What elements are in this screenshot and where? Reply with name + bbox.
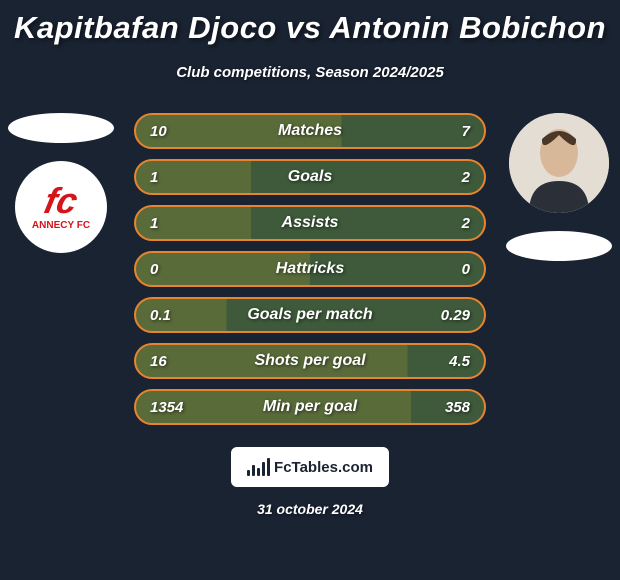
stat-label: Shots per goal: [254, 352, 365, 370]
stat-row: 1354 Min per goal 358: [134, 389, 486, 425]
stat-right-value: 2: [462, 169, 470, 186]
stat-right-value: 4.5: [449, 353, 470, 370]
page-title: Kapitbafan Djoco vs Antonin Bobichon: [0, 0, 620, 46]
stat-row: 16 Shots per goal 4.5: [134, 343, 486, 379]
person-icon: [509, 113, 609, 213]
stat-left-value: 10: [150, 123, 167, 140]
stat-row: 0.1 Goals per match 0.29: [134, 297, 486, 333]
stat-left-value: 0.1: [150, 307, 171, 324]
stat-label: Assists: [282, 214, 339, 232]
comparison-content: fc ANNECY FC 10 Matches 7 1 Goals 2 1 Assists 2 0…: [0, 113, 620, 425]
stat-label: Goals: [288, 168, 332, 186]
left-club-logo: fc ANNECY FC: [15, 161, 107, 253]
stat-right-value: 358: [445, 399, 470, 416]
brand-logo: FcTables.com: [231, 447, 389, 487]
stat-right-value: 0: [462, 261, 470, 278]
stat-row: 0 Hattricks 0: [134, 251, 486, 287]
brand-text: FcTables.com: [274, 459, 373, 476]
stat-left-value: 1354: [150, 399, 183, 416]
right-player-avatar: [509, 113, 609, 213]
stat-left-value: 1: [150, 169, 158, 186]
stat-label: Hattricks: [276, 260, 344, 278]
club-logo-mark: fc: [41, 183, 81, 219]
right-player-column: [506, 113, 612, 261]
club-logo-text: ANNECY FC: [32, 221, 90, 231]
stat-right-value: 0.29: [441, 307, 470, 324]
stat-row: 10 Matches 7: [134, 113, 486, 149]
subtitle: Club competitions, Season 2024/2025: [0, 64, 620, 81]
stats-list: 10 Matches 7 1 Goals 2 1 Assists 2 0 Hattricks 0 0.1…: [134, 113, 486, 425]
stat-label: Goals per match: [247, 306, 372, 324]
stat-label: Min per goal: [263, 398, 357, 416]
stat-right-value: 2: [462, 215, 470, 232]
left-player-avatar-placeholder: [8, 113, 114, 143]
date-text: 31 october 2024: [0, 501, 620, 517]
right-club-logo-placeholder: [506, 231, 612, 261]
stat-label: Matches: [278, 122, 342, 140]
stat-left-value: 1: [150, 215, 158, 232]
stat-left-value: 16: [150, 353, 167, 370]
left-player-column: fc ANNECY FC: [8, 113, 114, 253]
stat-right-value: 7: [462, 123, 470, 140]
stat-left-value: 0: [150, 261, 158, 278]
stat-row: 1 Assists 2: [134, 205, 486, 241]
bar-chart-icon: [247, 458, 270, 476]
stat-row: 1 Goals 2: [134, 159, 486, 195]
